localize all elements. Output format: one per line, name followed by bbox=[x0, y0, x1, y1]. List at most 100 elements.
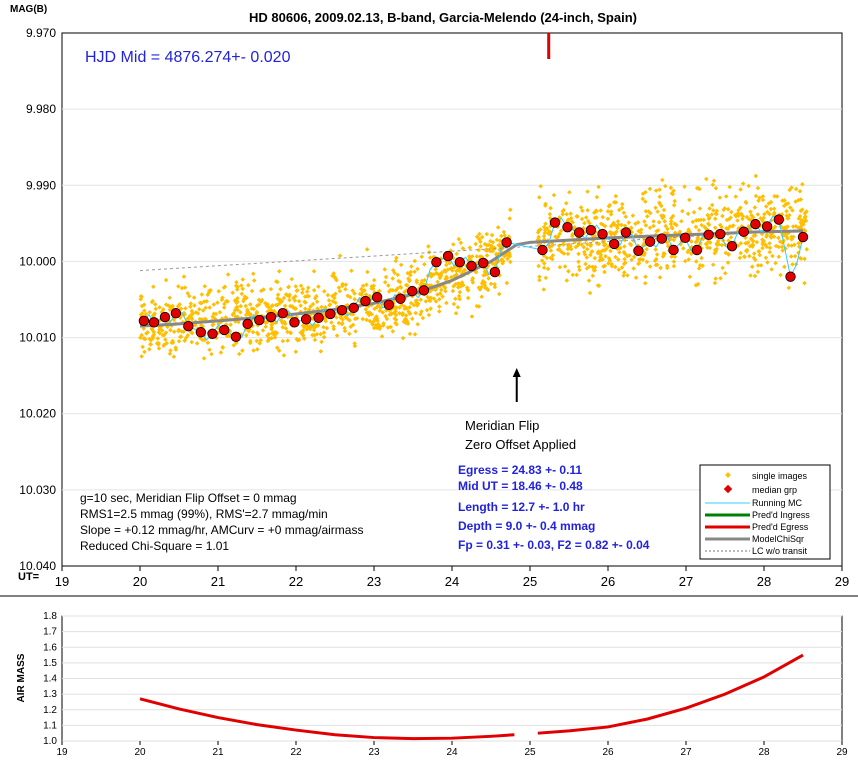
x-tick-label: 20 bbox=[133, 574, 147, 589]
single-image-point bbox=[393, 317, 399, 323]
single-image-point bbox=[412, 258, 418, 264]
y-tick-label: 9.970 bbox=[26, 26, 56, 40]
single-image-point bbox=[584, 255, 590, 260]
y-tick-label: 10.030 bbox=[19, 483, 56, 497]
single-image-point bbox=[397, 305, 402, 310]
single-image-point bbox=[576, 259, 581, 265]
median-point bbox=[726, 240, 738, 252]
single-image-point bbox=[240, 286, 245, 292]
single-image-point bbox=[277, 298, 282, 303]
single-image-point bbox=[364, 282, 369, 287]
single-image-point bbox=[269, 325, 274, 330]
single-image-point bbox=[438, 291, 443, 296]
x-tick-label: 25 bbox=[523, 574, 537, 589]
single-image-point bbox=[396, 278, 401, 284]
single-image-point bbox=[286, 284, 291, 290]
airmass-x-tick-label: 21 bbox=[212, 747, 224, 758]
airmass-y-tick-label: 1.3 bbox=[43, 689, 57, 700]
x-tick-label: 21 bbox=[211, 574, 225, 589]
single-image-point bbox=[168, 327, 173, 333]
single-image-point bbox=[350, 288, 355, 293]
single-image-point bbox=[237, 351, 242, 357]
single-image-point bbox=[758, 263, 764, 268]
single-image-point bbox=[405, 321, 411, 326]
single-image-point bbox=[176, 284, 181, 289]
single-image-point bbox=[248, 340, 253, 346]
hjd-annotation: HJD Mid = 4876.274+- 0.020 bbox=[85, 49, 291, 66]
legend bbox=[699, 464, 831, 560]
single-image-point bbox=[455, 267, 461, 272]
single-image-point bbox=[748, 273, 753, 278]
single-image-point bbox=[340, 321, 345, 326]
single-image-point bbox=[163, 302, 169, 307]
single-image-point bbox=[281, 353, 287, 358]
single-image-point bbox=[451, 284, 456, 289]
single-image-point bbox=[435, 279, 440, 285]
single-image-point bbox=[790, 262, 795, 267]
airmass-x-tick-label: 26 bbox=[602, 747, 614, 758]
median-point bbox=[371, 292, 383, 303]
single-image-point bbox=[474, 254, 480, 259]
single-image-point bbox=[439, 270, 445, 275]
median-point bbox=[148, 317, 160, 328]
svg-text:single images: single images bbox=[752, 471, 808, 481]
median-point bbox=[395, 293, 406, 304]
single-image-point bbox=[400, 335, 406, 341]
single-image-point bbox=[450, 288, 456, 294]
single-image-point bbox=[254, 330, 260, 336]
single-image-point bbox=[394, 255, 399, 261]
single-image-point bbox=[147, 347, 152, 352]
single-image-point bbox=[337, 253, 343, 259]
single-image-point bbox=[507, 252, 512, 257]
single-image-point bbox=[592, 264, 598, 270]
single-image-point bbox=[370, 320, 375, 326]
airmass-x-tick-label: 29 bbox=[836, 747, 848, 758]
single-image-point bbox=[782, 264, 787, 270]
single-image-point bbox=[157, 327, 162, 333]
airmass-x-tick-labels: 19 20 21 22 23 24 25 26 27 28 29 bbox=[56, 747, 848, 758]
single-image-point bbox=[590, 264, 595, 270]
single-image-point bbox=[302, 306, 308, 311]
single-image-point bbox=[218, 350, 224, 355]
single-image-point bbox=[413, 310, 418, 316]
single-image-point bbox=[476, 285, 482, 290]
single-image-point bbox=[270, 321, 276, 326]
single-image-point bbox=[240, 277, 246, 282]
single-image-point bbox=[502, 233, 507, 238]
single-image-point bbox=[207, 305, 212, 310]
single-image-point bbox=[465, 295, 471, 301]
single-image-point bbox=[293, 284, 299, 289]
airmass-y-tick-labels: 1.0 1.1 1.2 1.3 1.4 1.5 1.6 1.7 1.8 bbox=[43, 611, 57, 747]
single-image-point bbox=[278, 286, 283, 292]
single-image-point bbox=[173, 345, 178, 350]
single-image-point bbox=[342, 325, 347, 331]
svg-text:LC w/o transit: LC w/o transit bbox=[752, 546, 808, 556]
single-image-point bbox=[460, 246, 466, 251]
single-image-point bbox=[621, 273, 626, 278]
single-image-point bbox=[687, 274, 693, 279]
median-point bbox=[454, 256, 466, 268]
single-image-point bbox=[487, 248, 493, 254]
single-image-point bbox=[769, 267, 774, 272]
single-image-point bbox=[281, 295, 287, 301]
single-image-point bbox=[564, 278, 570, 283]
single-image-point bbox=[243, 312, 249, 318]
median-point bbox=[773, 214, 785, 225]
single-image-point bbox=[737, 255, 743, 261]
single-image-point bbox=[544, 255, 550, 261]
median-point bbox=[360, 295, 371, 307]
median-point bbox=[597, 228, 608, 240]
single-image-point bbox=[763, 255, 769, 261]
y-tick-label: 9.980 bbox=[26, 102, 56, 116]
median-point bbox=[668, 244, 679, 256]
single-image-point bbox=[195, 311, 201, 316]
single-image-point bbox=[230, 312, 236, 317]
single-image-point bbox=[786, 285, 792, 291]
single-image-point bbox=[244, 333, 249, 338]
single-image-point bbox=[636, 261, 641, 267]
single-image-point bbox=[390, 329, 396, 334]
x-tick-label: 28 bbox=[757, 574, 771, 589]
single-image-point bbox=[161, 343, 166, 348]
single-image-point bbox=[296, 298, 302, 304]
median-point bbox=[738, 226, 749, 237]
